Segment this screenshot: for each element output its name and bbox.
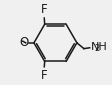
Text: O: O xyxy=(19,36,29,49)
Text: 2: 2 xyxy=(95,44,100,53)
Text: F: F xyxy=(41,3,48,16)
Text: F: F xyxy=(41,69,48,82)
Text: NH: NH xyxy=(90,42,107,52)
